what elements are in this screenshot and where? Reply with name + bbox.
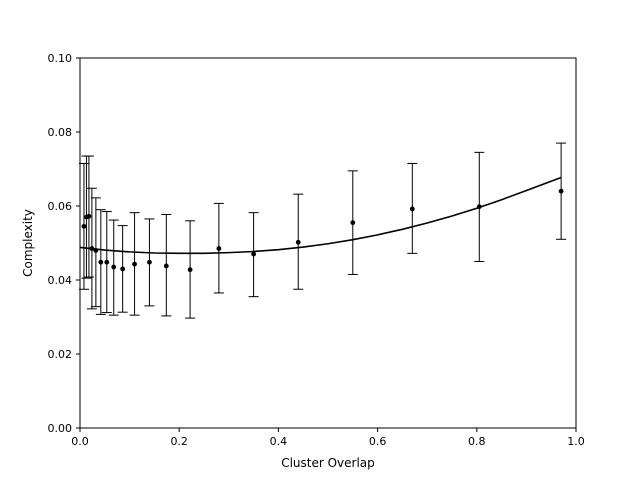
y-tick-label: 0.00	[48, 422, 73, 435]
x-tick-label: 0.4	[270, 435, 288, 448]
x-tick-label: 0.0	[71, 435, 89, 448]
x-tick-label: 0.6	[369, 435, 387, 448]
y-axis-label: Complexity	[21, 209, 35, 277]
y-tick-label: 0.04	[48, 274, 73, 287]
y-tick-label: 0.08	[48, 126, 73, 139]
data-point	[558, 188, 564, 194]
data-point	[111, 264, 117, 270]
y-axis: 0.00 0.02 0.04 0.06 0.08 0.10	[48, 52, 80, 435]
data-point	[409, 206, 415, 212]
data-point	[147, 259, 152, 265]
data-point	[98, 259, 104, 265]
y-tick-label: 0.06	[48, 200, 73, 213]
y-tick-label: 0.10	[48, 52, 73, 65]
data-point	[89, 246, 95, 251]
data-point	[163, 263, 169, 269]
fit-line	[79, 176, 562, 255]
data-point	[476, 204, 482, 210]
data-point	[216, 246, 222, 251]
x-axis: 0.0 0.2 0.4 0.6 0.8 1.0	[71, 428, 585, 448]
data-point	[295, 239, 301, 245]
data-point	[86, 213, 92, 219]
fit-line-group	[79, 176, 562, 255]
plot-area	[78, 57, 577, 429]
data-point	[93, 248, 99, 253]
x-axis-label: Cluster Overlap	[281, 456, 375, 470]
y-tick-label: 0.02	[48, 348, 73, 361]
data-point	[132, 261, 137, 267]
data-point	[104, 259, 110, 265]
data-points	[81, 188, 564, 273]
data-point	[350, 220, 356, 226]
data-point	[251, 251, 256, 257]
x-tick-label: 1.0	[567, 435, 585, 448]
x-tick-label: 0.2	[170, 435, 188, 448]
data-point	[187, 267, 193, 273]
x-tick-label: 0.8	[468, 435, 486, 448]
data-point	[120, 266, 126, 272]
data-point	[81, 223, 87, 229]
